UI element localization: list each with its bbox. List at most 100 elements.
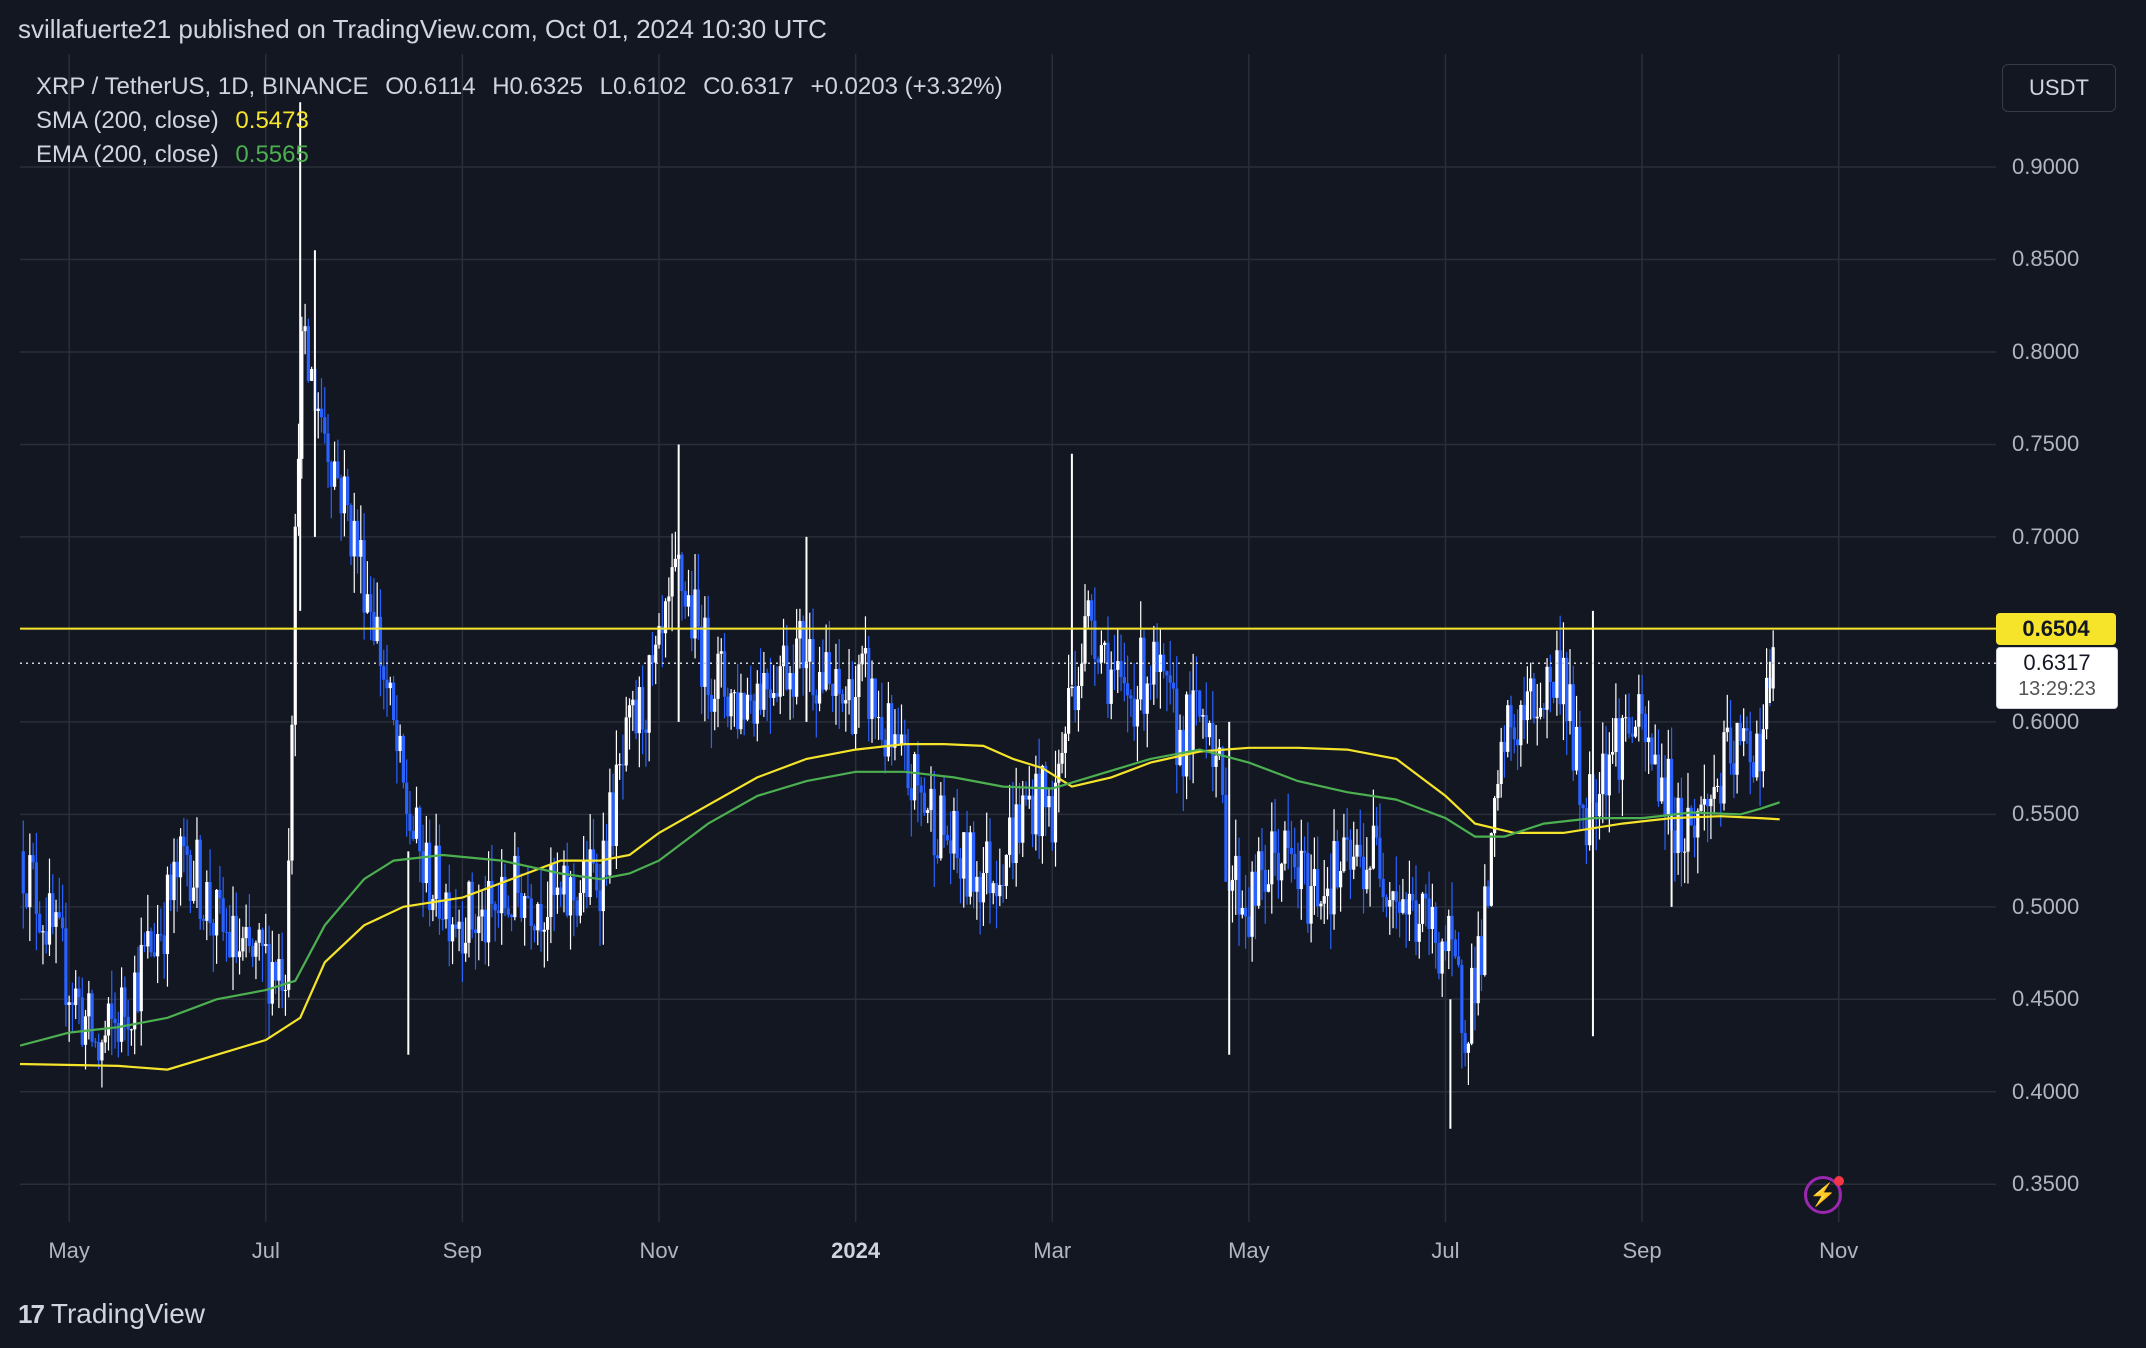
y-tick-label: 0.9000 <box>2012 154 2080 179</box>
publish-header: svillafuerte21 published on TradingView.… <box>18 14 827 44</box>
candle-body <box>1506 705 1510 752</box>
candle-body <box>97 1042 101 1061</box>
candle-body <box>1496 783 1500 799</box>
candle-body <box>575 900 579 916</box>
candle-body <box>745 694 750 720</box>
candle-body <box>1214 755 1218 767</box>
y-tick-label: 0.6000 <box>2012 708 2080 734</box>
candle-body <box>604 840 609 876</box>
candle-body <box>241 938 245 952</box>
candle-body <box>559 887 563 895</box>
candle-body <box>673 558 677 568</box>
candle-body <box>1040 765 1045 837</box>
candle-body <box>113 1018 117 1024</box>
candle-body <box>1647 737 1651 743</box>
candle-body <box>513 855 517 918</box>
candle-body <box>1722 732 1726 804</box>
high-value: H0.6325 <box>492 73 583 100</box>
candle-body <box>614 764 619 846</box>
candle-body <box>1555 650 1559 698</box>
candle-body <box>1139 637 1143 700</box>
candle-body <box>1093 620 1097 659</box>
candle-body <box>306 326 310 381</box>
grid <box>20 54 1996 1222</box>
candle-body <box>67 1002 71 1005</box>
candle-body <box>1247 916 1251 937</box>
candle-timer: 13:29:23 <box>2018 678 2096 701</box>
candle-body <box>1614 718 1618 752</box>
candle-body <box>323 417 327 434</box>
candle-body <box>742 692 746 720</box>
candle-body <box>1148 683 1153 685</box>
candle-body <box>1270 831 1274 885</box>
candle-body <box>352 520 356 557</box>
candle-body <box>490 880 494 905</box>
candle-body <box>296 458 301 527</box>
candle-body <box>152 952 156 957</box>
candle-body <box>552 864 556 895</box>
candle-body <box>1479 936 1484 975</box>
candle-body <box>1335 840 1339 888</box>
candle-body <box>634 699 638 734</box>
candle-body <box>555 887 560 895</box>
candle-body <box>359 540 363 557</box>
candle-body <box>808 639 812 662</box>
candle-body <box>1453 939 1457 957</box>
candle-body <box>1089 600 1094 621</box>
candle-body <box>709 694 714 712</box>
candle-body <box>1699 804 1703 811</box>
candle-body <box>749 694 753 701</box>
candle-body <box>791 672 795 697</box>
candle-body <box>1447 915 1451 952</box>
candle-body <box>929 788 933 811</box>
candle-body <box>1109 669 1113 704</box>
candle-body <box>418 807 422 852</box>
price-chart[interactable] <box>20 54 1996 1222</box>
candle-body <box>909 788 913 801</box>
candle-body <box>1201 715 1205 717</box>
candle-body <box>1083 616 1087 664</box>
candle-body <box>618 764 622 766</box>
candle-body <box>1538 707 1543 717</box>
y-tick-label: 0.8500 <box>2012 246 2080 272</box>
levels <box>20 627 1996 664</box>
candle-body <box>454 924 458 929</box>
brand-name[interactable]: TradingView <box>50 1298 206 1329</box>
candle-body <box>411 830 415 839</box>
candle-body <box>1761 729 1765 772</box>
candle-body <box>441 918 445 920</box>
candle-body <box>300 331 304 459</box>
candle-body <box>1224 794 1228 882</box>
candle-body <box>1755 733 1759 778</box>
candle-body <box>362 540 366 613</box>
tradingview-logo-icon[interactable]: 17 <box>18 1298 45 1329</box>
candle-body <box>1519 704 1523 746</box>
x-tick-label: Sep <box>1622 1238 1662 1263</box>
candle-body <box>765 672 769 690</box>
candle-body <box>1732 763 1736 775</box>
candle-body <box>955 810 959 859</box>
candle-body <box>1388 900 1392 907</box>
candle-body <box>156 934 160 957</box>
candle-body <box>890 703 894 748</box>
candle-body <box>1696 810 1700 838</box>
y-tick-label: 0.7500 <box>2012 431 2080 457</box>
ema-line <box>20 748 1781 1047</box>
candle-body <box>1765 677 1769 730</box>
candle-body <box>1604 753 1608 796</box>
candle-body <box>922 792 927 813</box>
candle-body <box>319 408 324 418</box>
candle-body <box>683 591 687 607</box>
currency-button[interactable]: USDT <box>2002 64 2116 112</box>
x-tick-label: Nov <box>639 1238 679 1263</box>
candle-body <box>192 887 196 901</box>
flash-icon[interactable]: ⚡ <box>1804 1176 1842 1214</box>
candle-body <box>274 962 278 981</box>
candle-body <box>142 944 147 947</box>
candle-body <box>21 851 25 894</box>
candle-body <box>401 735 406 783</box>
candle-body <box>457 921 461 929</box>
candle-body <box>1437 942 1441 974</box>
chart-area[interactable] <box>20 54 1996 1222</box>
candle-body <box>1001 884 1005 886</box>
